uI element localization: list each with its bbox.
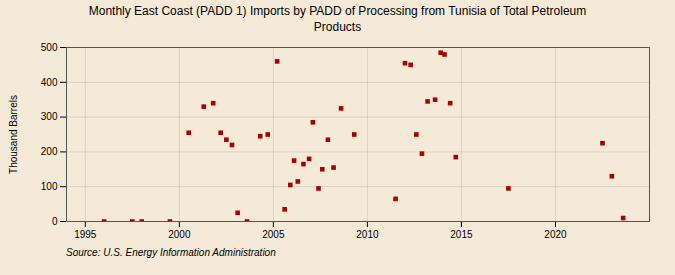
html-text:Monthly East Coast (PADD 1) Im: Monthly East Coast (PADD 1) Imports by P… bbox=[88, 4, 587, 34]
svg-text:200: 200 bbox=[41, 146, 58, 157]
svg-text:0: 0 bbox=[52, 216, 58, 227]
svg-text:300: 300 bbox=[41, 111, 58, 122]
svg-text:400: 400 bbox=[41, 77, 58, 88]
svg-text:100: 100 bbox=[41, 181, 58, 192]
svg-text:1995: 1995 bbox=[74, 229, 97, 240]
svg-text:2010: 2010 bbox=[356, 229, 379, 240]
html-text:Source: U.S. Energy Informatio: Source: U.S. Energy Information Administ… bbox=[66, 247, 276, 259]
svg-text:2005: 2005 bbox=[262, 229, 285, 240]
svg-text:2015: 2015 bbox=[450, 229, 473, 240]
svg-text:2020: 2020 bbox=[544, 229, 567, 240]
svg-text:Thousand Barrels: Thousand Barrels bbox=[8, 95, 19, 174]
svg-text:500: 500 bbox=[41, 42, 58, 53]
svg-text:2000: 2000 bbox=[168, 229, 191, 240]
